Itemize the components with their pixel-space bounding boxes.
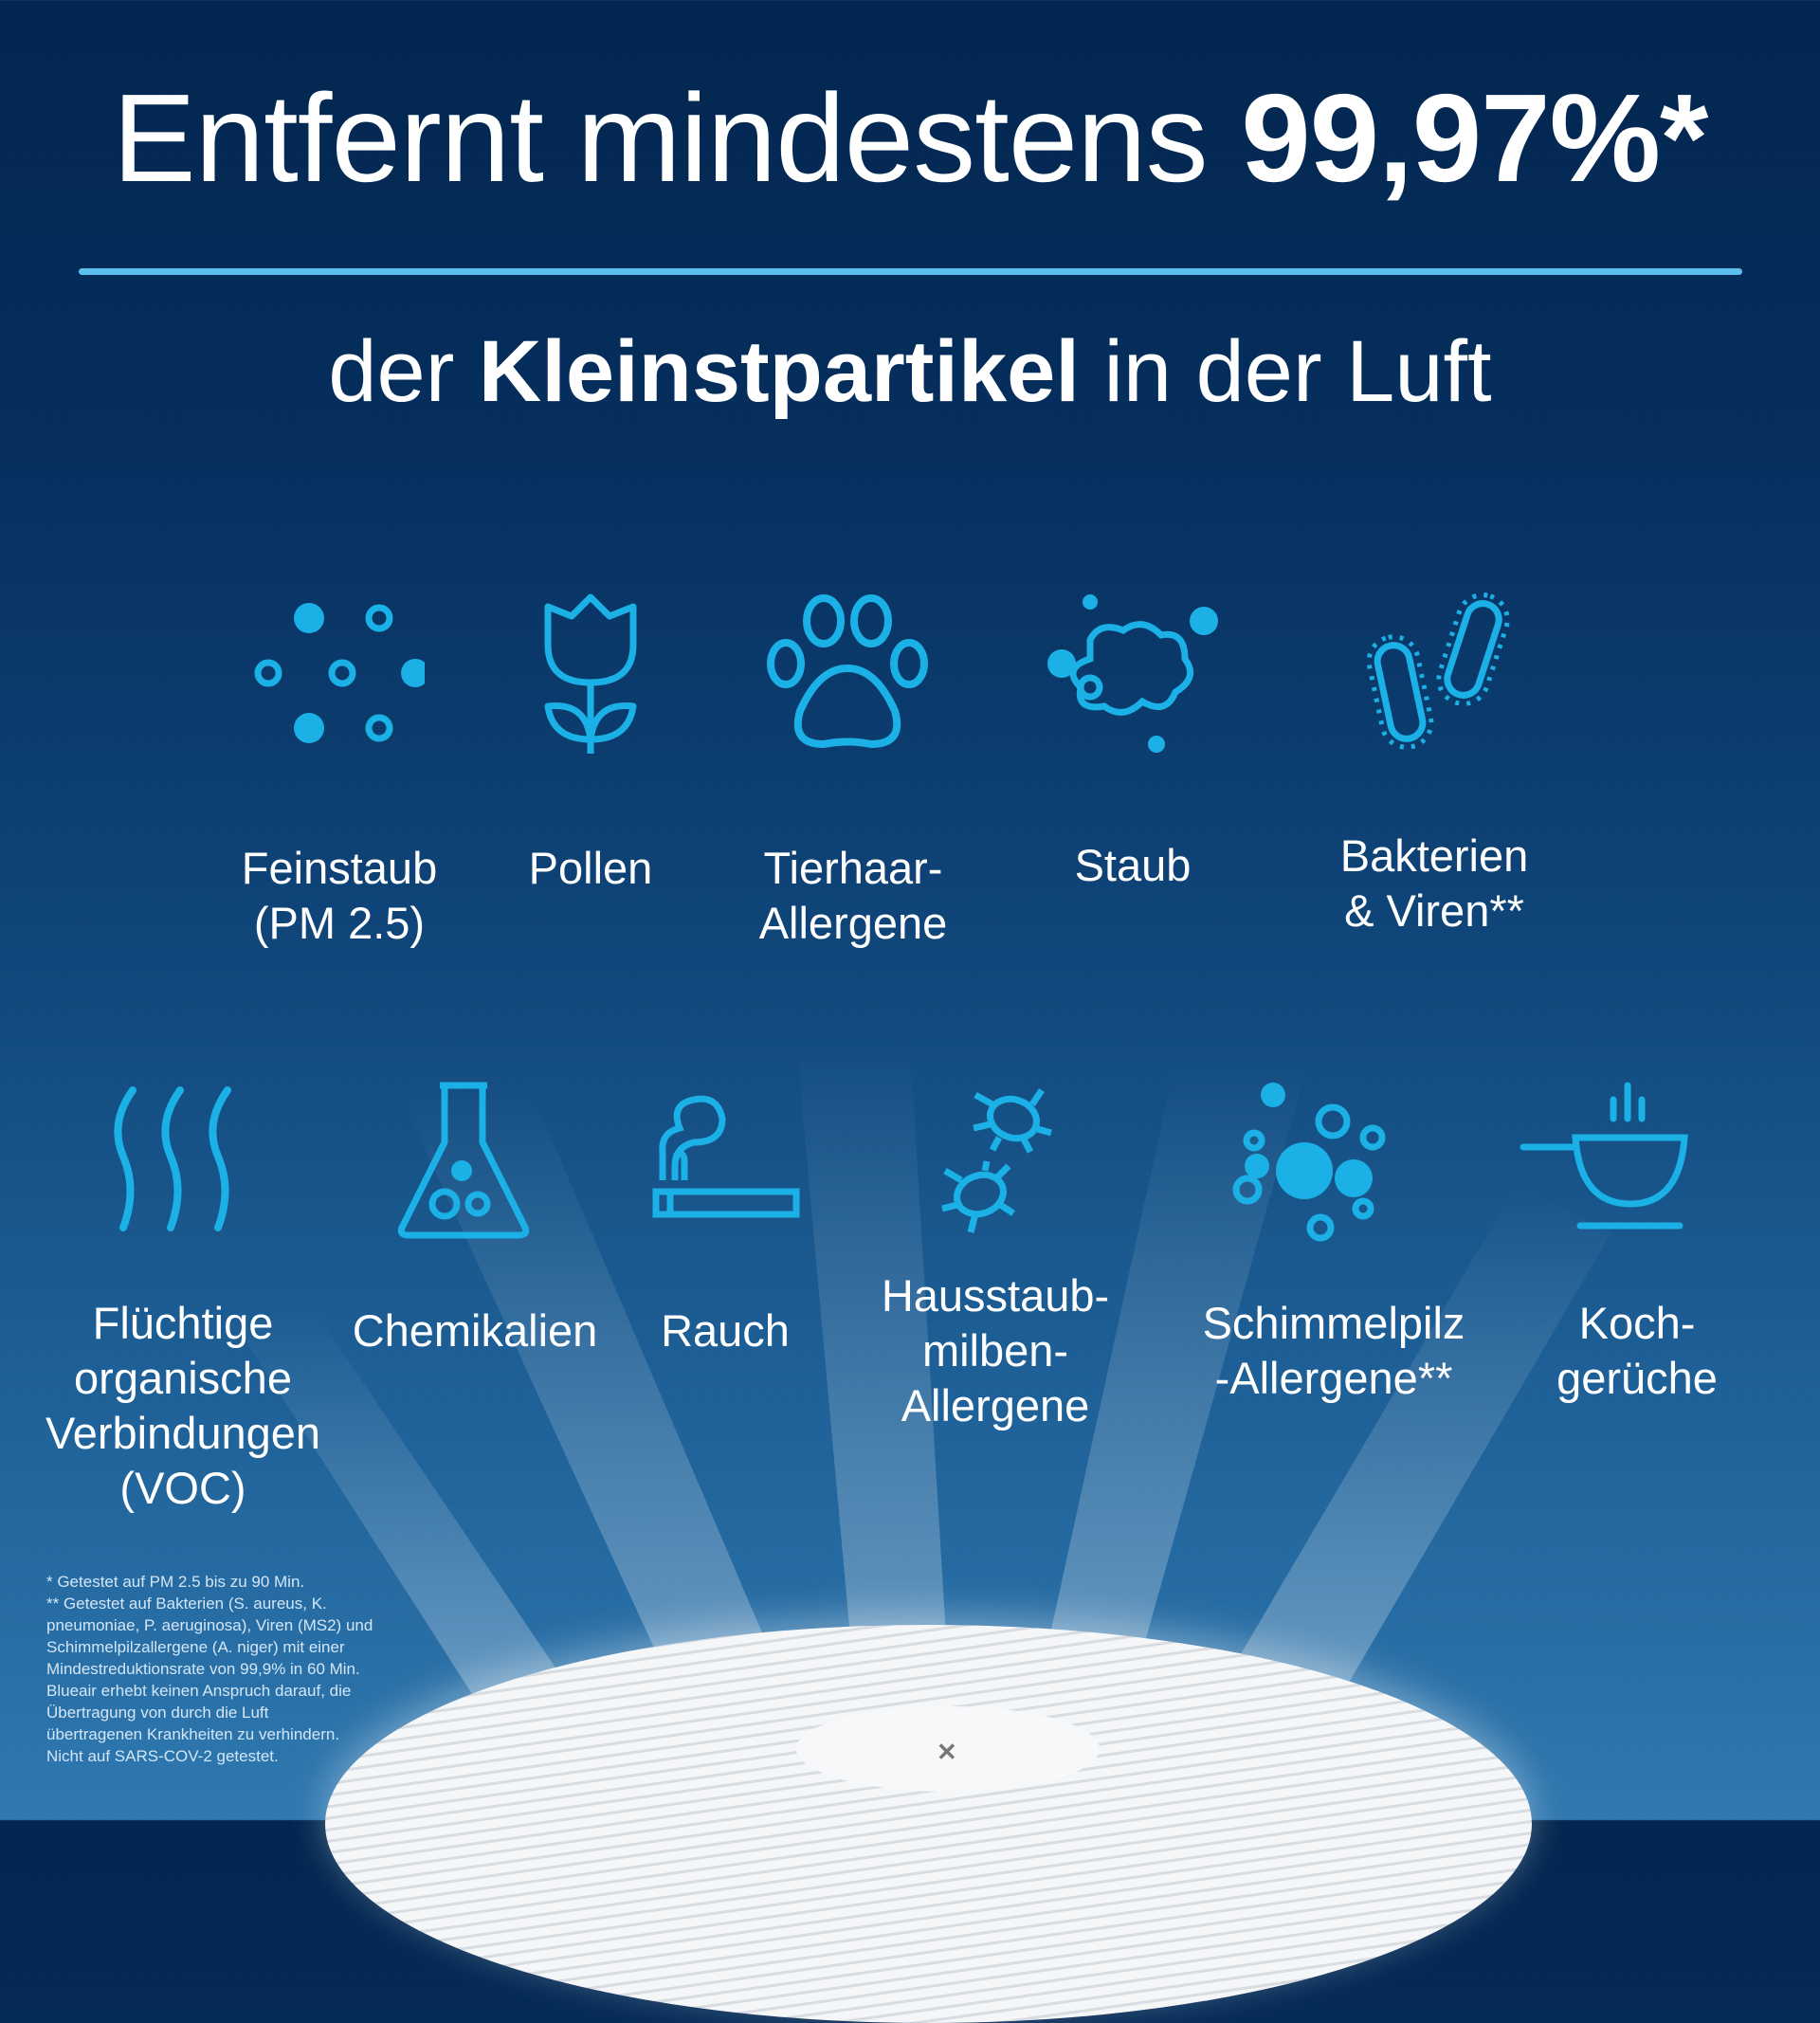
cigarette-icon [575,1076,879,1247]
label-staub: Staub [1074,840,1192,890]
bacteria-icon [1284,588,1588,758]
label-feinstaub: Feinstaub (PM 2.5) [241,843,438,948]
tulip-icon [439,588,742,758]
dust-cloud-icon [981,588,1284,758]
headline-percentage: 99,97%* [1241,68,1708,208]
subheadline-suffix: in der Luft [1079,323,1492,420]
label-tierhaar: Tierhaar- Allergene [758,843,948,948]
particles-icon [188,588,491,758]
voc-waves-icon [28,1076,332,1247]
subheadline-highlight: Kleinstpartikel [478,323,1080,420]
label-rauch: Rauch [661,1305,790,1356]
footnote: * Getestet auf PM 2.5 bis zu 90 Min. ** G… [46,1573,373,1765]
cooking-pot-icon [1452,1076,1756,1247]
headline: Entfernt mindestens 99,97%* [0,66,1820,210]
air-purifier-image [325,1625,1532,2023]
label-kochgerueche: Koch-gerüche [1556,1298,1718,1403]
label-voc: Flüchtige organische Verbindungen (VOC) [45,1298,321,1513]
label-chemikalien: Chemikalien [352,1305,598,1356]
dust-mite-icon [843,1076,1146,1247]
label-pollen: Pollen [528,843,653,893]
paw-icon [696,588,999,758]
subheadline-prefix: der [328,323,479,420]
flask-icon [312,1076,615,1247]
headline-text: Entfernt mindestens [112,68,1242,208]
label-bakterien: Bakterien & Viren** [1339,830,1529,936]
subheadline: der Kleinstpartikel in der Luft [0,322,1820,422]
divider [79,268,1742,275]
label-schimmelpilz: Schimmelpilz -Allergene** [1202,1298,1465,1403]
brand-logo-mark: ✕ [937,1738,957,1766]
label-hausstaubmilben: Hausstaub-milben- Allergene [881,1270,1110,1431]
mold-spores-icon [1155,1076,1458,1247]
control-panel [796,1706,1100,1792]
